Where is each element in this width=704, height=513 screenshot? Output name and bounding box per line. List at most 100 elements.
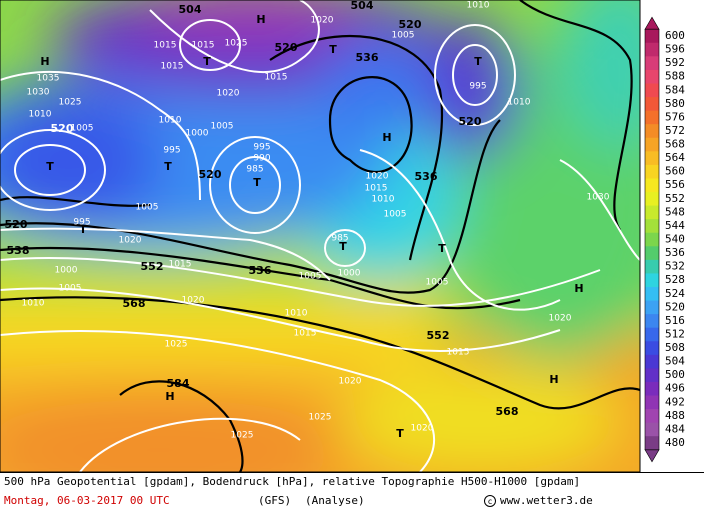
footer-run: (Analyse) — [305, 494, 365, 507]
map-label: H — [40, 55, 49, 68]
map-label: 1005 — [384, 210, 407, 220]
colorbar-swatch — [645, 300, 659, 315]
colorbar-swatch — [645, 314, 659, 329]
colorbar-swatch — [645, 178, 659, 193]
map-label: 520 — [199, 168, 222, 181]
map-label: 520 — [275, 41, 298, 54]
map-label: 520 — [51, 122, 74, 135]
copyright-icon — [484, 495, 496, 507]
colorbar-tick-label: 520 — [665, 300, 685, 313]
map-label: 1035 — [37, 74, 60, 84]
map-label: 1025 — [225, 39, 248, 49]
map-label: 1010 — [22, 299, 45, 309]
map-label: 1010 — [285, 309, 308, 319]
colorbar-swatch — [645, 56, 659, 71]
map-label: 995 — [163, 146, 180, 156]
map-label: 995 — [73, 218, 90, 228]
map-label: 1005 — [71, 124, 94, 134]
map-label: 1020 — [119, 236, 142, 246]
map-label: T — [79, 223, 87, 236]
colorbar-tick-label: 504 — [665, 355, 685, 368]
colorbar-swatch — [645, 327, 659, 342]
map-label: 552 — [427, 329, 450, 342]
map-label: 536 — [415, 170, 438, 183]
footer-description: 500 hPa Geopotential [gpdam], Bodendruck… — [4, 475, 580, 488]
map-label: 1030 — [27, 88, 50, 98]
colorbar-swatch — [645, 259, 659, 274]
colorbar-tick-label: 556 — [665, 178, 685, 191]
map-label: 1010 — [508, 98, 531, 108]
map-label: 990 — [253, 154, 270, 164]
colorbar-tick-label: 508 — [665, 341, 685, 354]
map-label: H — [382, 131, 391, 144]
colorbar-swatch — [645, 395, 659, 410]
map-label: 1005 — [426, 278, 449, 288]
colorbar-swatch — [645, 83, 659, 98]
map-label: 1000 — [186, 129, 209, 139]
map-label: 1010 — [29, 110, 52, 120]
map-label: 1005 — [59, 284, 82, 294]
map-label: H — [574, 282, 583, 295]
map-label: T — [253, 176, 261, 189]
colorbar-tick-label: 596 — [665, 43, 685, 56]
colorbar-tick-label: 600 — [665, 29, 685, 42]
map-label: 584 — [167, 377, 190, 390]
colorbar-tick-label: 592 — [665, 56, 685, 69]
map-label: 1025 — [59, 98, 82, 108]
colorbar-tick-label: 588 — [665, 70, 685, 83]
colorbar-swatch — [645, 246, 659, 261]
footer-site[interactable]: www.wetter3.de — [500, 494, 593, 507]
colorbar-tick-label: 496 — [665, 382, 685, 395]
map-label: 1015 — [265, 73, 288, 83]
map-label: 1025 — [231, 431, 254, 441]
map-label: 536 — [249, 264, 272, 277]
map-label: 995 — [253, 143, 270, 153]
footer-date: Montag, 06-03-2017 00 UTC — [4, 494, 170, 507]
colorbar-tick-label: 548 — [665, 205, 685, 218]
map-label: 1010 — [372, 195, 395, 205]
copyright-letter: c — [488, 497, 493, 506]
colorbar-tick-label: 488 — [665, 409, 685, 422]
map-label: 1015 — [154, 41, 177, 51]
map-label: 536 — [356, 51, 379, 64]
map-label: 1025 — [309, 413, 332, 423]
map-label: T — [396, 427, 404, 440]
colorbar-swatch — [645, 97, 659, 112]
colorbar-tick-label: 512 — [665, 327, 685, 340]
map-label: 1020 — [339, 377, 362, 387]
pressure-contours — [0, 0, 640, 472]
colorbar-tick-label: 584 — [665, 83, 685, 96]
map-label: H — [165, 390, 174, 403]
map-label: 1020 — [311, 16, 334, 26]
colorbar-swatch — [645, 409, 659, 424]
colorbar-tick-label: 572 — [665, 124, 685, 137]
colorbar-bottom-arrow — [644, 449, 660, 463]
colorbar-swatch — [645, 341, 659, 356]
colorbar-tick-label: 536 — [665, 246, 685, 259]
map-label: 504 — [179, 3, 202, 16]
map-label: 538 — [7, 244, 30, 257]
colorbar-tick-label: 500 — [665, 368, 685, 381]
map-label: 1010 — [159, 116, 182, 126]
map-label: 520 — [459, 115, 482, 128]
map-label: T — [474, 55, 482, 68]
map-label: 1005 — [392, 31, 415, 41]
map-label: 1015 — [161, 62, 184, 72]
colorbar-tick-label: 580 — [665, 97, 685, 110]
map-label: 568 — [496, 405, 519, 418]
map-label: 1010 — [467, 1, 490, 11]
map-label: 1015 — [365, 184, 388, 194]
map-label: 1005 — [299, 272, 322, 282]
map-label: H — [549, 373, 558, 386]
map-label: T — [438, 242, 446, 255]
colorbar: 6005965925885845805765725685645605565525… — [644, 16, 685, 463]
colorbar-tick-label: 492 — [665, 395, 685, 408]
map-label: 504 — [351, 0, 374, 12]
colorbar-tick-label: 480 — [665, 436, 685, 449]
colorbar-swatch — [645, 151, 659, 166]
map-label: 1015 — [192, 41, 215, 51]
colorbar-swatch — [645, 124, 659, 139]
